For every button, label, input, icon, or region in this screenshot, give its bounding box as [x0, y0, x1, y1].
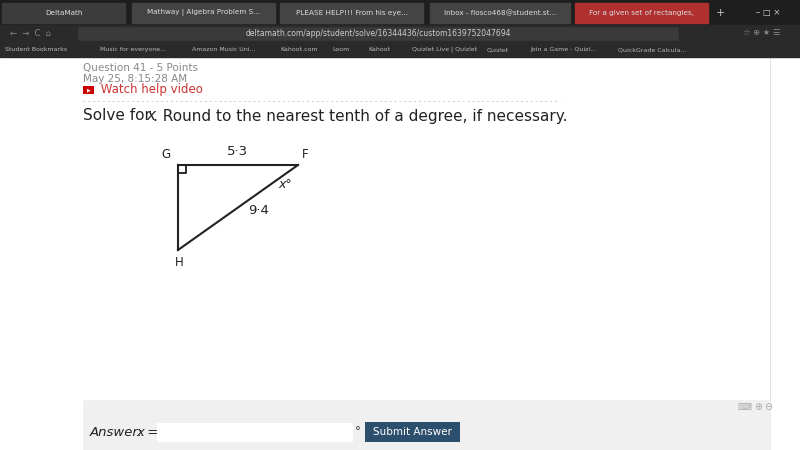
- Text: . Round to the nearest tenth of a degree, if necessary.: . Round to the nearest tenth of a degree…: [153, 108, 567, 123]
- Bar: [157, 423, 352, 441]
- Bar: [0, 25, 800, 42]
- Text: ⊖: ⊖: [764, 402, 772, 412]
- Text: F: F: [302, 148, 309, 161]
- Text: Watch help video: Watch help video: [97, 84, 203, 96]
- Text: For a given set of rectangles,: For a given set of rectangles,: [589, 10, 694, 16]
- Bar: [575, 3, 708, 23]
- Bar: [83, 86, 94, 94]
- Text: x: x: [146, 108, 155, 123]
- Bar: [0, 57, 800, 450]
- Text: Inbox - flosco468@student.st...: Inbox - flosco468@student.st...: [444, 10, 556, 16]
- Bar: [0, 42, 800, 57]
- Text: 5·3: 5·3: [227, 145, 249, 158]
- Text: – □ ×: – □ ×: [756, 9, 780, 18]
- Bar: [430, 3, 570, 23]
- Text: PLEASE HELP!!! From his eye...: PLEASE HELP!!! From his eye...: [295, 10, 407, 16]
- Text: 9·4: 9·4: [248, 204, 269, 217]
- Bar: [2, 3, 125, 23]
- Text: Join a Game - Quizi...: Join a Game - Quizi...: [530, 47, 596, 52]
- Text: Submit Answer: Submit Answer: [373, 427, 451, 437]
- Text: May 25, 8:15:28 AM: May 25, 8:15:28 AM: [83, 74, 187, 84]
- Text: Student Bookmarks: Student Bookmarks: [5, 47, 67, 52]
- Text: x°: x°: [278, 178, 292, 191]
- Bar: [83, 400, 770, 450]
- Text: Quizlet: Quizlet: [487, 47, 509, 52]
- Text: ←  →  C  ⌂: ← → C ⌂: [10, 29, 51, 38]
- Text: °: °: [355, 426, 361, 438]
- Text: G: G: [162, 148, 171, 161]
- Bar: [280, 3, 423, 23]
- Text: H: H: [175, 256, 184, 269]
- Text: =: =: [143, 426, 158, 438]
- Text: Mathway | Algebra Problem S...: Mathway | Algebra Problem S...: [147, 9, 260, 17]
- Text: ⌨: ⌨: [738, 402, 752, 412]
- Bar: [365, 422, 460, 442]
- Text: Kahoot.com: Kahoot.com: [280, 47, 318, 52]
- Text: Question 41 - 5 Points: Question 41 - 5 Points: [83, 63, 198, 73]
- Text: deltamath.com/app/student/solve/16344436/custom1639752047694: deltamath.com/app/student/solve/16344436…: [246, 29, 510, 38]
- Text: Loom: Loom: [332, 47, 350, 52]
- Bar: [0, 0, 800, 25]
- Text: ☆ ⊕ ★ ☰: ☆ ⊕ ★ ☰: [742, 29, 780, 38]
- Text: Answer:: Answer:: [90, 426, 148, 438]
- Text: ▶: ▶: [86, 87, 90, 93]
- Text: +: +: [715, 8, 725, 18]
- Bar: [132, 3, 275, 23]
- Text: Solve for: Solve for: [83, 108, 156, 123]
- Text: Quizlet Live | Quizlet: Quizlet Live | Quizlet: [412, 47, 478, 52]
- Text: QuickGrade Calcula...: QuickGrade Calcula...: [618, 47, 686, 52]
- Text: Amazon Music Uni...: Amazon Music Uni...: [192, 47, 255, 52]
- Text: x: x: [136, 426, 144, 438]
- Text: Kahoot: Kahoot: [368, 47, 390, 52]
- Text: DeltaMath: DeltaMath: [45, 10, 82, 16]
- Bar: [78, 27, 678, 40]
- Text: Music for everyone...: Music for everyone...: [100, 47, 166, 52]
- Text: ⊕: ⊕: [754, 402, 762, 412]
